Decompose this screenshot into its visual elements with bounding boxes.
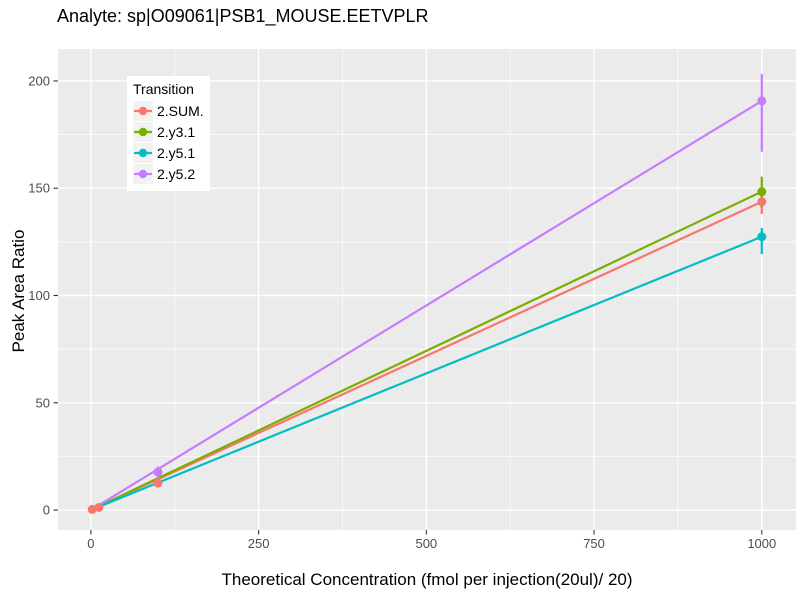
data-point-2.SUM. [94, 502, 104, 512]
legend-key-icon [133, 164, 153, 184]
y-tick-label: 200 [28, 73, 50, 88]
legend: Transition 2.SUM. 2.y3.1 2.y5.1 2.y5.2 [127, 76, 210, 191]
series-line-2.y5.1 [90, 235, 763, 512]
legend-item-2.y5.2: 2.y5.2 [133, 164, 204, 184]
legend-label: 2.y5.2 [157, 166, 196, 182]
x-tick-label: 500 [415, 536, 437, 551]
series-line-2.y5.2 [90, 99, 763, 511]
x-tick-label: 0 [87, 536, 94, 551]
data-point-2.SUM. [153, 478, 163, 488]
data-point-2.y3.1 [757, 187, 767, 197]
legend-key-icon [133, 122, 153, 142]
x-tick-label: 250 [248, 536, 270, 551]
y-tick-label: 50 [36, 395, 50, 410]
y-tick-label: 0 [43, 503, 50, 518]
legend-label: 2.y5.1 [157, 145, 196, 161]
legend-label: 2.SUM. [157, 103, 204, 119]
data-point-2.y5.2 [153, 467, 163, 477]
chart-title: Analyte: sp|O09061|PSB1_MOUSE.EETVPLR [57, 6, 429, 26]
y-tick-label: 100 [28, 288, 50, 303]
legend-key-icon [133, 143, 153, 163]
y-tick-label: 150 [28, 181, 50, 196]
data-point-2.y5.2 [757, 96, 767, 106]
legend-key-icon [133, 101, 153, 121]
legend-item-2.y5.1: 2.y5.1 [133, 143, 204, 163]
data-point-2.y5.1 [757, 232, 767, 242]
legend-item-2.y3.1: 2.y3.1 [133, 122, 204, 142]
legend-title: Transition [133, 81, 194, 97]
data-point-2.SUM. [757, 197, 767, 207]
series-line-2.SUM. [90, 200, 763, 512]
x-tick-label: 1000 [747, 536, 776, 551]
legend-label: 2.y3.1 [157, 124, 196, 140]
legend-item-2.SUM.: 2.SUM. [133, 101, 204, 121]
x-tick-label: 750 [583, 536, 605, 551]
series-line-2.y3.1 [90, 190, 763, 512]
x-axis-title: Theoretical Concentration (fmol per inje… [221, 570, 633, 589]
